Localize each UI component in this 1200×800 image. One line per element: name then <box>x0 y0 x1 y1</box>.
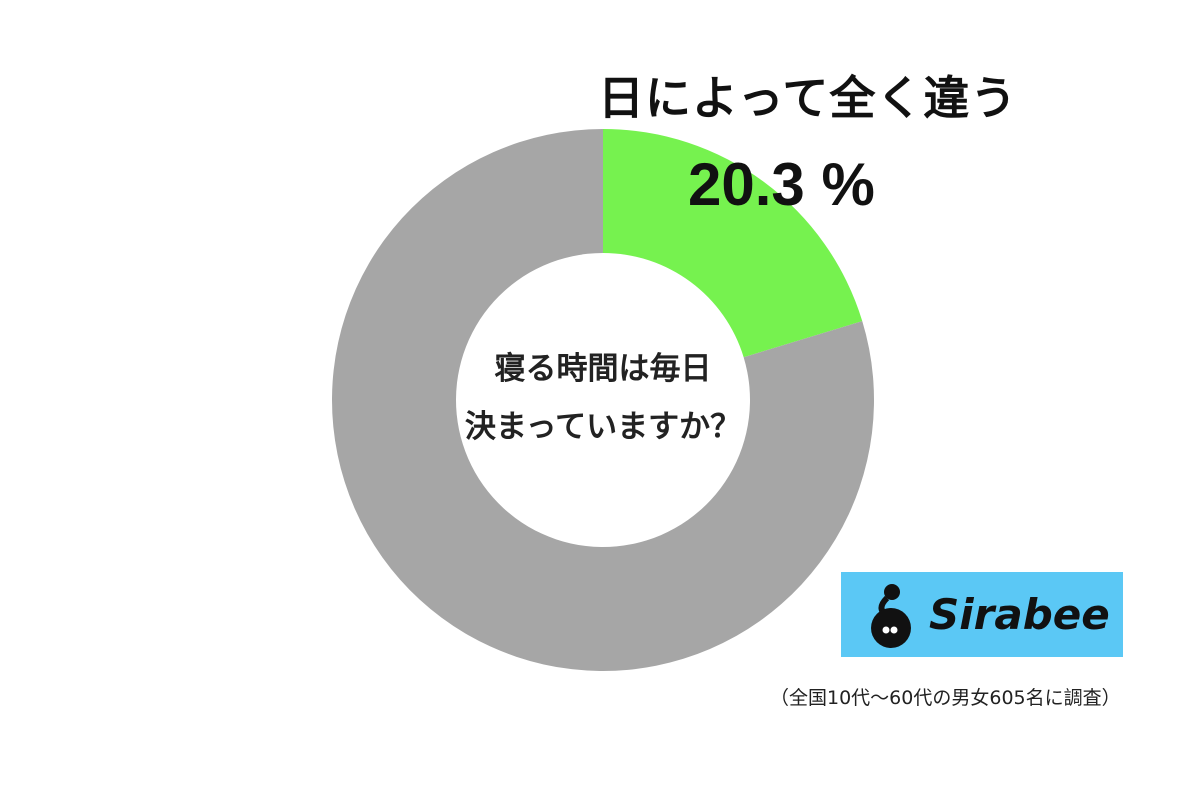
chart-question-line-1: 寝る時間は毎日 <box>494 351 712 387</box>
chart-question-line-2: 決まっていますか？ <box>464 409 742 445</box>
survey-footnote: （全国10代～60代の男女605名に調査） <box>770 687 1121 709</box>
slice-label-name: 日によって全く違う <box>598 71 1018 125</box>
chart-question: 寝る時間は毎日 決まっていますか？ <box>455 340 751 456</box>
sirabee-logo-text: Sirabee <box>929 590 1110 639</box>
donut-slice-1 <box>332 129 875 671</box>
donut-slice-0 <box>603 129 863 358</box>
sirabee-logo: Sirabee <box>841 572 1123 657</box>
slice-label-value: 20.3 % <box>688 151 875 218</box>
sirabee-mascot-icon <box>871 583 911 648</box>
